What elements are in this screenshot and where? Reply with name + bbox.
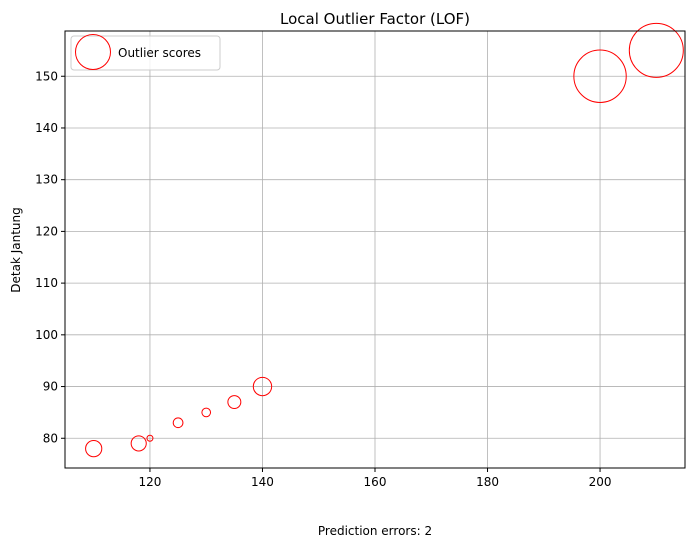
- legend: Outlier scores: [70, 34, 221, 71]
- y-tick-label: 140: [35, 121, 58, 135]
- outlier-score-marker: [201, 407, 212, 418]
- x-tick-label: 120: [139, 475, 162, 489]
- x-tick-label: 140: [251, 475, 274, 489]
- x-axis-label: Prediction errors: 2: [318, 524, 432, 538]
- y-tick-label: 80: [43, 431, 58, 445]
- outlier-score-marker: [85, 440, 103, 458]
- legend-marker: [75, 34, 111, 70]
- y-tick-label: 110: [35, 276, 58, 290]
- y-axis-label: Detak Jantung: [9, 207, 23, 292]
- outlier-score-marker: [227, 395, 242, 410]
- data-markers: [85, 22, 684, 458]
- x-tick-label: 180: [476, 475, 499, 489]
- y-tick-label: 150: [35, 69, 58, 83]
- outlier-score-marker: [130, 435, 147, 452]
- x-tick-label: 200: [589, 475, 612, 489]
- y-tick-label: 120: [35, 224, 58, 238]
- grid: [65, 31, 685, 468]
- y-tick-label: 100: [35, 328, 58, 342]
- outlier-score-marker: [252, 376, 273, 397]
- outlier-score-marker: [628, 22, 684, 78]
- x-tick-label: 160: [364, 475, 387, 489]
- outlier-score-marker: [573, 49, 627, 103]
- chart-title: Local Outlier Factor (LOF): [280, 10, 470, 28]
- y-tick-label: 90: [43, 380, 58, 394]
- outlier-score-marker: [146, 434, 154, 442]
- axis-ticks: 120 140 160 180 200 80 90 100 110 120 130 140 150: [35, 69, 611, 489]
- legend-label: Outlier scores: [118, 46, 201, 60]
- outlier-score-marker: [172, 417, 184, 429]
- y-tick-label: 130: [35, 173, 58, 187]
